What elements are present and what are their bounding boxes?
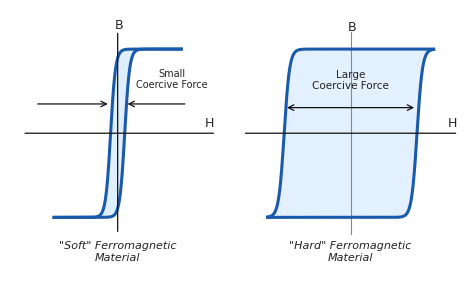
Text: "Soft" Ferromagnetic
Material: "Soft" Ferromagnetic Material: [59, 241, 176, 263]
Text: B: B: [115, 19, 123, 32]
Text: "Hard" Ferromagnetic
Material: "Hard" Ferromagnetic Material: [289, 241, 411, 263]
Text: B: B: [347, 21, 356, 34]
Text: H: H: [446, 117, 456, 130]
Text: H: H: [205, 117, 214, 130]
Polygon shape: [267, 49, 433, 217]
Text: Large
Coercive Force: Large Coercive Force: [311, 69, 388, 91]
Text: Small
Coercive Force: Small Coercive Force: [136, 69, 207, 90]
Polygon shape: [54, 49, 181, 217]
